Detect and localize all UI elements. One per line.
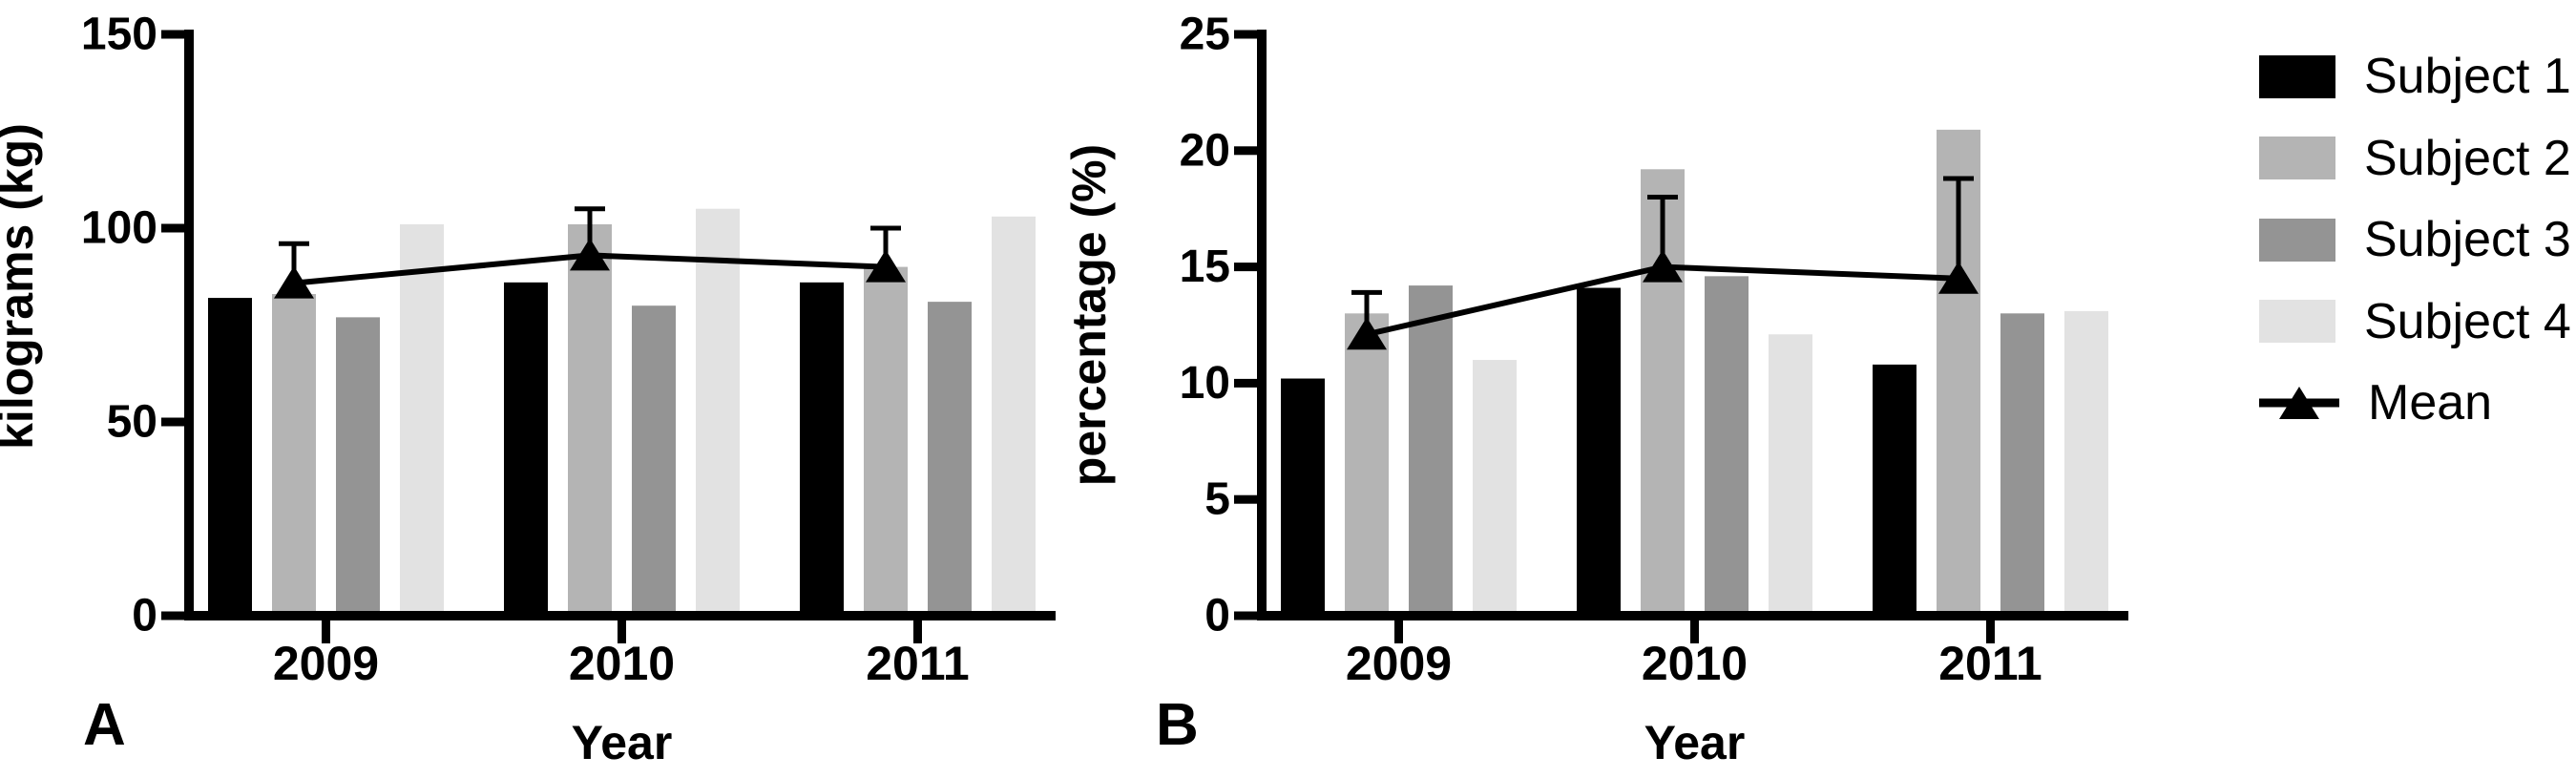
bar-A-2009-series2 bbox=[272, 294, 316, 616]
x-tick-label-B: 2010 bbox=[1642, 637, 1748, 690]
y-axis-title-A: kilograms (kg) bbox=[0, 123, 43, 450]
y-tick-A bbox=[161, 611, 184, 620]
bar-B-2009-series2 bbox=[1345, 313, 1389, 616]
x-tick-label-A: 2010 bbox=[569, 637, 675, 690]
bar-A-2010-series4 bbox=[696, 208, 740, 616]
bar-A-2011-series3 bbox=[928, 302, 972, 616]
legend-swatch bbox=[2259, 218, 2335, 262]
mean-marker-triangle-B bbox=[1643, 249, 1683, 283]
y-tick-label-B: 0 bbox=[1204, 591, 1230, 641]
legend-swatch bbox=[2259, 137, 2335, 179]
legend-label: Mean bbox=[2368, 375, 2493, 431]
bar-A-2010-series1 bbox=[504, 282, 548, 616]
x-axis-A bbox=[184, 611, 1056, 620]
y-axis-B bbox=[1257, 30, 1267, 620]
x-tick-A bbox=[618, 620, 626, 643]
chart-legend: Subject 1 Subject 2 Subject 3 Subject 4 Mean bbox=[2259, 0, 2574, 778]
bar-B-2011-series4 bbox=[2064, 310, 2108, 616]
mean-marker-triangle-A bbox=[274, 265, 314, 299]
bar-B-2011-series1 bbox=[1873, 364, 1916, 616]
mean-marker-triangle-A bbox=[570, 238, 610, 271]
legend-label: Subject 3 bbox=[2364, 212, 2571, 267]
x-tick-label-B: 2009 bbox=[1346, 637, 1452, 690]
bar-B-2009-series4 bbox=[1473, 360, 1517, 616]
bar-B-2011-series3 bbox=[2000, 313, 2044, 616]
bar-A-2009-series4 bbox=[400, 223, 444, 616]
mean-marker-triangle-B bbox=[1347, 317, 1387, 350]
x-tick-A bbox=[322, 620, 330, 643]
legend-item-subject-2: Subject 2 bbox=[2259, 130, 2571, 186]
bar-B-2010-series1 bbox=[1577, 287, 1621, 616]
y-tick-A bbox=[161, 30, 184, 39]
legend-label: Subject 4 bbox=[2364, 293, 2571, 349]
x-tick-label-A: 2011 bbox=[866, 637, 969, 690]
y-tick-A bbox=[161, 223, 184, 233]
x-axis-title-B: Year bbox=[1644, 716, 1746, 769]
bar-B-2009-series1 bbox=[1281, 378, 1325, 616]
panel-letter-A: A bbox=[83, 692, 126, 758]
x-tick-label-B: 2011 bbox=[1938, 637, 2042, 690]
x-tick-label-A: 2009 bbox=[273, 637, 379, 690]
legend-swatch bbox=[2259, 54, 2335, 98]
y-tick-B bbox=[1234, 146, 1257, 156]
legend-item-subject-4: Subject 4 bbox=[2259, 293, 2571, 349]
y-tick-label-B: 25 bbox=[1180, 10, 1230, 60]
legend-item-mean: Mean bbox=[2259, 375, 2493, 431]
x-tick-B bbox=[1690, 620, 1699, 643]
legend-label: Subject 1 bbox=[2364, 49, 2571, 104]
legend-item-subject-3: Subject 3 bbox=[2259, 212, 2571, 267]
y-axis-title-B: percentage (%) bbox=[1062, 144, 1116, 486]
y-tick-label-B: 15 bbox=[1180, 242, 1230, 292]
y-tick-B bbox=[1234, 30, 1257, 39]
bar-A-2010-series3 bbox=[632, 305, 676, 616]
y-tick-label-B: 10 bbox=[1180, 358, 1230, 409]
y-tick-B bbox=[1234, 263, 1257, 272]
panel-letter-B: B bbox=[1156, 692, 1199, 758]
y-tick-B bbox=[1234, 611, 1257, 620]
bar-B-2009-series3 bbox=[1409, 285, 1453, 616]
legend-swatch bbox=[2259, 300, 2335, 343]
y-tick-B bbox=[1234, 494, 1257, 504]
x-tick-A bbox=[913, 620, 922, 643]
bar-A-2009-series1 bbox=[208, 298, 252, 616]
legend-label: Subject 2 bbox=[2364, 130, 2571, 186]
y-tick-label-B: 20 bbox=[1180, 125, 1230, 176]
y-axis-A bbox=[184, 30, 194, 620]
x-axis-title-A: Year bbox=[572, 716, 673, 769]
bar-A-2011-series2 bbox=[864, 266, 908, 616]
bar-A-2009-series3 bbox=[336, 317, 380, 616]
legend-item-subject-1: Subject 1 bbox=[2259, 49, 2571, 104]
y-tick-label-A: 0 bbox=[132, 591, 157, 641]
y-tick-B bbox=[1234, 378, 1257, 388]
bar-A-2011-series4 bbox=[992, 216, 1036, 616]
x-tick-B bbox=[1986, 620, 1995, 643]
y-tick-label-B: 5 bbox=[1204, 474, 1230, 525]
y-tick-A bbox=[161, 417, 184, 427]
y-tick-label-A: 100 bbox=[81, 203, 157, 254]
mean-legend-triangle-icon bbox=[2279, 387, 2319, 419]
bar-B-2010-series4 bbox=[1769, 334, 1812, 616]
bar-A-2011-series1 bbox=[800, 282, 844, 616]
y-tick-label-A: 150 bbox=[81, 10, 157, 60]
x-tick-B bbox=[1394, 620, 1403, 643]
mean-legend-marker bbox=[2259, 387, 2339, 419]
mean-marker-triangle-A bbox=[866, 249, 906, 283]
mean-marker-triangle-B bbox=[1938, 261, 1979, 294]
bar-B-2010-series3 bbox=[1705, 276, 1749, 616]
x-axis-B bbox=[1257, 611, 2128, 620]
y-tick-label-A: 50 bbox=[107, 397, 157, 448]
bar-A-2010-series2 bbox=[568, 223, 612, 616]
